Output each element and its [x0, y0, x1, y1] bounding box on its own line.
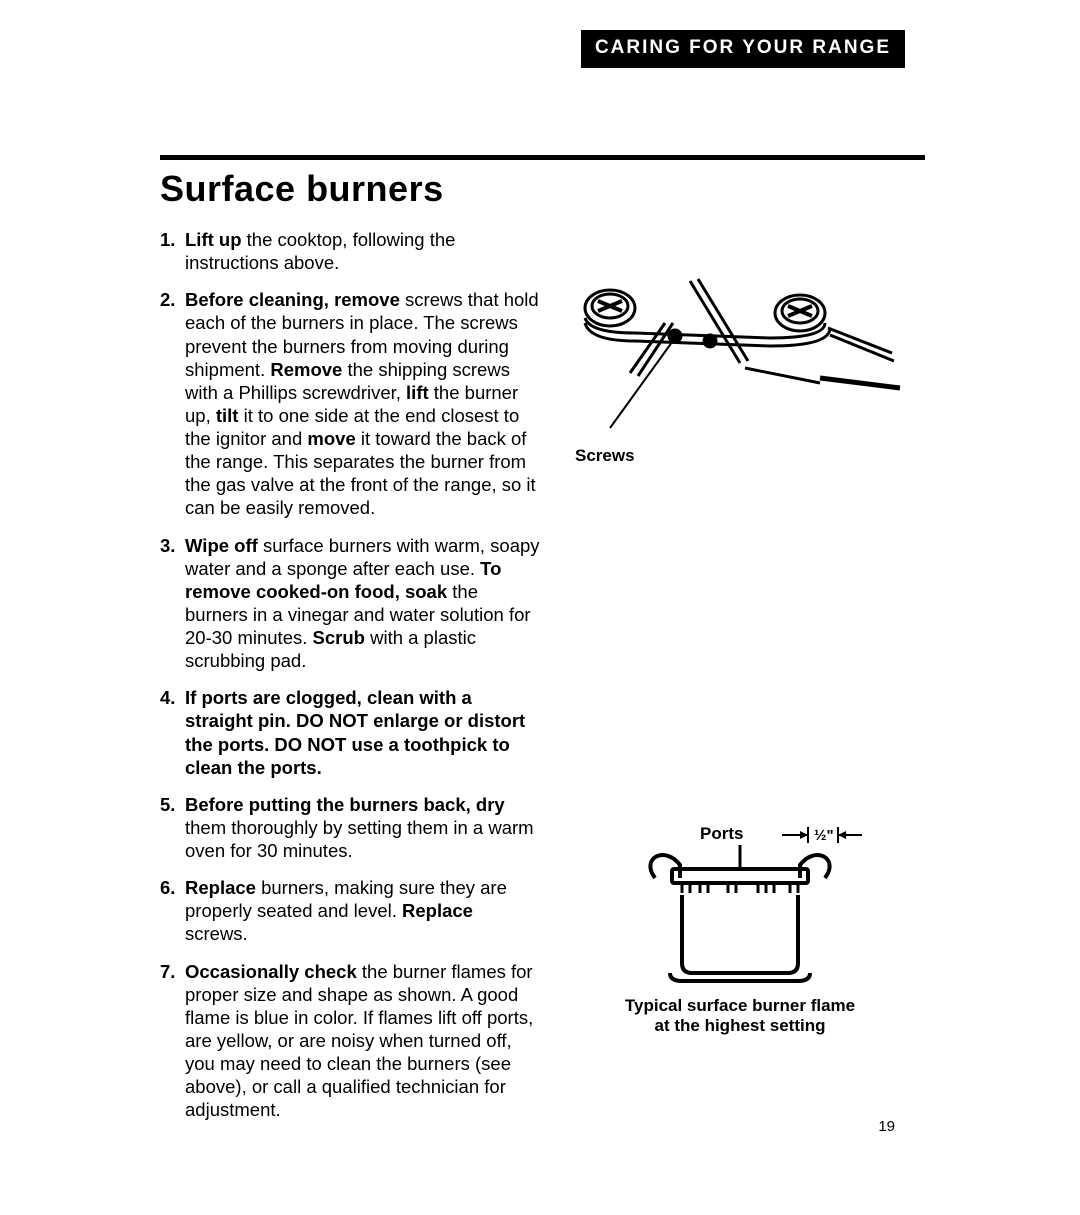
- step-bold-run: Replace: [402, 900, 473, 921]
- step-text-run: screws.: [185, 923, 248, 944]
- step-item: Occasionally check the burner flames for…: [160, 960, 540, 1122]
- step-bold-run: Remove: [270, 359, 347, 380]
- figure-flame: Ports ½" Typical surface burner flame at…: [590, 823, 890, 1037]
- header-tab: CARING FOR YOUR RANGE: [581, 30, 905, 68]
- steps-list: Lift up the cooktop, following the instr…: [160, 228, 540, 1121]
- page-number: 19: [878, 1118, 895, 1135]
- section-title: Surface burners: [160, 168, 925, 210]
- caption-line1: Typical surface burner flame: [625, 996, 855, 1015]
- step-text-run: them thoroughly by setting them in a war…: [185, 817, 534, 861]
- step-item: Lift up the cooktop, following the instr…: [160, 228, 540, 274]
- step-bold-run: lift: [406, 382, 434, 403]
- step-bold-run: Wipe off: [185, 535, 263, 556]
- step-item: If ports are clogged, clean with a strai…: [160, 686, 540, 779]
- ports-label-text: Ports: [700, 824, 743, 843]
- right-column: Screws: [570, 228, 925, 1135]
- step-bold-run: Occasionally check: [185, 961, 362, 982]
- flame-illustration: Ports ½": [610, 823, 870, 983]
- step-item: Wipe off surface burners with warm, soap…: [160, 534, 540, 673]
- step-bold-run: Before cleaning, remove: [185, 289, 405, 310]
- columns: Lift up the cooktop, following the instr…: [160, 228, 925, 1135]
- step-bold-run: If ports are clogged, clean with a strai…: [185, 687, 525, 777]
- step-bold-run: Lift up: [185, 229, 247, 250]
- step-bold-run: Scrub: [313, 627, 371, 648]
- caption-line2: at the highest setting: [655, 1016, 826, 1035]
- left-column: Lift up the cooktop, following the instr…: [160, 228, 540, 1135]
- section-rule: [160, 155, 925, 160]
- step-bold-run: Replace: [185, 877, 261, 898]
- step-text-run: the burner flames for proper size and sh…: [185, 961, 533, 1121]
- step-item: Replace burners, making sure they are pr…: [160, 876, 540, 945]
- step-bold-run: move: [307, 428, 360, 449]
- step-item: Before putting the burners back, dry the…: [160, 793, 540, 862]
- content-area: Surface burners Lift up the cooktop, fol…: [160, 155, 925, 1135]
- dimension-text: ½": [814, 827, 834, 844]
- screws-illustration: [570, 273, 910, 438]
- step-bold-run: Before putting the burners back, dry: [185, 794, 505, 815]
- step-bold-run: tilt: [216, 405, 244, 426]
- step-item: Before cleaning, remove screws that hold…: [160, 288, 540, 519]
- figure-flame-caption: Typical surface burner flame at the high…: [590, 996, 890, 1037]
- figure-screws-label: Screws: [575, 446, 910, 466]
- figure-screws: Screws: [570, 273, 910, 466]
